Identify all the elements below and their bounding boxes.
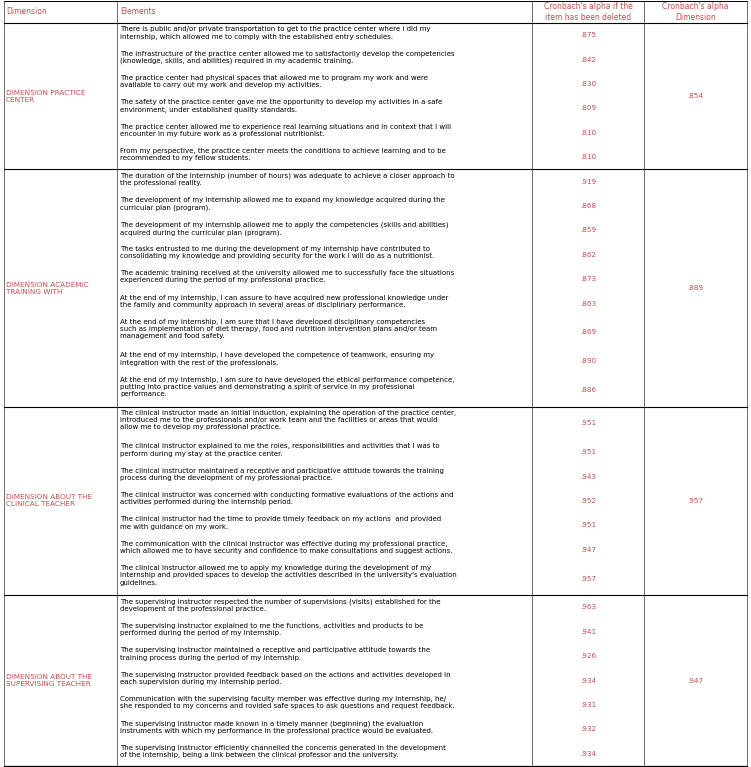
- Text: The supervising instructor explained to me the functions, activities and product: The supervising instructor explained to …: [120, 623, 424, 636]
- Text: The duration of the internship (number of hours) was adequate to achieve a close: The duration of the internship (number o…: [120, 173, 454, 186]
- Text: .854: .854: [688, 93, 704, 99]
- Text: The clinical instructor had the time to provide timely feedback on my actions  a: The clinical instructor had the time to …: [120, 516, 441, 530]
- Text: .957: .957: [580, 575, 596, 581]
- Text: The practice center had physical spaces that allowed me to program my work and w: The practice center had physical spaces …: [120, 75, 428, 88]
- Text: The supervising instructor efficiently channelled the concerns generated in the : The supervising instructor efficiently c…: [120, 745, 446, 758]
- Text: .926: .926: [580, 653, 596, 660]
- Text: .951: .951: [580, 522, 596, 528]
- Text: .886: .886: [580, 387, 596, 393]
- Text: .859: .859: [580, 227, 596, 233]
- Text: The academic training received at the university allowed me to successfully face: The academic training received at the un…: [120, 270, 454, 284]
- Text: Communication with the supervising faculty member was effective during my intern: Communication with the supervising facul…: [120, 696, 454, 709]
- Text: Cronbach's alpha if the
item has been deleted: Cronbach's alpha if the item has been de…: [544, 2, 632, 21]
- Text: The development of my internship allowed me to expand my knowledge acquired duri: The development of my internship allowed…: [120, 197, 445, 211]
- Text: .943: .943: [580, 473, 596, 479]
- Text: There is public and/or private transportation to get to the practice center wher: There is public and/or private transport…: [120, 26, 430, 40]
- Text: .868: .868: [580, 203, 596, 209]
- Text: The development of my internship allowed me to apply the competencies (skills an: The development of my internship allowed…: [120, 222, 448, 235]
- Text: .873: .873: [580, 276, 596, 282]
- Text: Cronbach's alpha
Dimension: Cronbach's alpha Dimension: [662, 2, 729, 21]
- Text: The clinical instructor allowed me to apply my knowledge during the development : The clinical instructor allowed me to ap…: [120, 565, 457, 586]
- Text: .890: .890: [580, 358, 596, 364]
- Text: Elements: Elements: [120, 8, 155, 17]
- Text: The clinical instructor made an initial induction, explaining the operation of t: The clinical instructor made an initial …: [120, 410, 456, 430]
- Text: .947: .947: [688, 677, 704, 683]
- Text: DIMENSION ABOUT THE
SUPERVISING TEACHER: DIMENSION ABOUT THE SUPERVISING TEACHER: [6, 674, 92, 687]
- Text: At the end of my internship, I am sure that I have developed disciplinary compet: At the end of my internship, I am sure t…: [120, 319, 437, 340]
- Text: The supervising instructor made known in a timely manner (beginning) the evaluat: The supervising instructor made known in…: [120, 720, 433, 734]
- Text: .830: .830: [580, 81, 596, 87]
- Text: .809: .809: [580, 105, 596, 111]
- Text: At the end of my internship, I have developed the competence of teamwork, ensuri: At the end of my internship, I have deve…: [120, 352, 434, 366]
- Text: .941: .941: [580, 629, 596, 635]
- Text: .963: .963: [580, 604, 596, 611]
- Text: .951: .951: [580, 449, 596, 455]
- Text: The communication with the clinical instructor was effective during my professio: The communication with the clinical inst…: [120, 541, 452, 554]
- Text: The supervising instructor respected the number of supervisions (visits) establi: The supervising instructor respected the…: [120, 598, 440, 612]
- Text: The supervising instructor provided feedback based on the actions and activities: The supervising instructor provided feed…: [120, 672, 451, 685]
- Text: .810: .810: [580, 154, 596, 160]
- Text: The infrastructure of the practice center allowed me to satisfactorily develop t: The infrastructure of the practice cente…: [120, 51, 454, 64]
- Text: The supervising instructor maintained a receptive and participative attitude tow: The supervising instructor maintained a …: [120, 647, 430, 660]
- Text: The safety of the practice center gave me the opportunity to develop my activiti: The safety of the practice center gave m…: [120, 100, 442, 113]
- Text: .951: .951: [580, 420, 596, 426]
- Text: .810: .810: [580, 130, 596, 136]
- Text: .863: .863: [580, 301, 596, 307]
- Text: .869: .869: [580, 329, 596, 335]
- Text: The clinical instructor maintained a receptive and participative attitude toward: The clinical instructor maintained a rec…: [120, 468, 444, 481]
- Text: DIMENSION PRACTICE
CENTER: DIMENSION PRACTICE CENTER: [6, 90, 86, 103]
- Text: DIMENSION ABOUT THE
CLINICAL TEACHER: DIMENSION ABOUT THE CLINICAL TEACHER: [6, 495, 92, 508]
- Text: From my perspective, the practice center meets the conditions to achieve learnin: From my perspective, the practice center…: [120, 148, 445, 162]
- Text: Dimension: Dimension: [6, 8, 47, 17]
- Text: At the end of my internship, I can assure to have acquired new professional know: At the end of my internship, I can assur…: [120, 295, 448, 308]
- Text: .842: .842: [580, 57, 596, 63]
- Text: .934: .934: [580, 751, 596, 757]
- Text: .957: .957: [688, 498, 704, 504]
- Text: .889: .889: [688, 285, 704, 291]
- Text: .931: .931: [580, 702, 596, 708]
- Text: .934: .934: [580, 677, 596, 683]
- Text: .919: .919: [580, 179, 596, 185]
- Text: The practice center allowed me to experience real learning situations and in con: The practice center allowed me to experi…: [120, 123, 451, 137]
- Text: .932: .932: [580, 726, 596, 732]
- Text: .862: .862: [580, 252, 596, 258]
- Text: .947: .947: [580, 547, 596, 553]
- Text: The clinical instructor explained to me the roles, responsibilities and activiti: The clinical instructor explained to me …: [120, 443, 439, 456]
- Text: .952: .952: [580, 498, 596, 504]
- Text: The tasks entrusted to me during the development of my internship have contribut: The tasks entrusted to me during the dev…: [120, 245, 434, 259]
- Text: DIMENSION ACADEMIC
TRAINING WITH: DIMENSION ACADEMIC TRAINING WITH: [6, 281, 89, 295]
- Text: The clinical instructor was concerned with conducting formative evaluations of t: The clinical instructor was concerned wi…: [120, 492, 454, 505]
- Text: .875: .875: [580, 32, 596, 38]
- Text: At the end of my internship, I am sure to have developed the ethical performance: At the end of my internship, I am sure t…: [120, 377, 454, 397]
